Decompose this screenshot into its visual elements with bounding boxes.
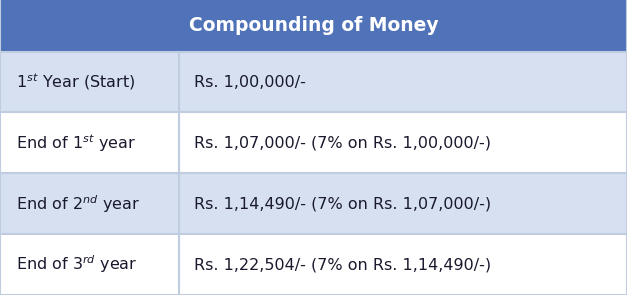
Text: End of 1$^{st}$ year: End of 1$^{st}$ year (16, 132, 135, 154)
Bar (0, 112, 627, 173)
Text: Rs. 1,00,000/-: Rs. 1,00,000/- (194, 75, 306, 90)
Text: 1$^{st}$ Year (Start): 1$^{st}$ Year (Start) (16, 72, 135, 92)
Bar (0, 52, 627, 112)
Bar (0, 234, 627, 295)
Text: End of 3$^{rd}$ year: End of 3$^{rd}$ year (16, 254, 137, 276)
Text: Compounding of Money: Compounding of Money (189, 16, 438, 35)
Text: Rs. 1,07,000/- (7% on Rs. 1,00,000/-): Rs. 1,07,000/- (7% on Rs. 1,00,000/-) (194, 135, 492, 150)
Text: Rs. 1,22,504/- (7% on Rs. 1,14,490/-): Rs. 1,22,504/- (7% on Rs. 1,14,490/-) (194, 257, 492, 272)
Bar (0, 173, 627, 234)
Bar (0, 0, 627, 52)
Text: Rs. 1,14,490/- (7% on Rs. 1,07,000/-): Rs. 1,14,490/- (7% on Rs. 1,07,000/-) (194, 196, 492, 211)
Text: End of 2$^{nd}$ year: End of 2$^{nd}$ year (16, 193, 140, 214)
